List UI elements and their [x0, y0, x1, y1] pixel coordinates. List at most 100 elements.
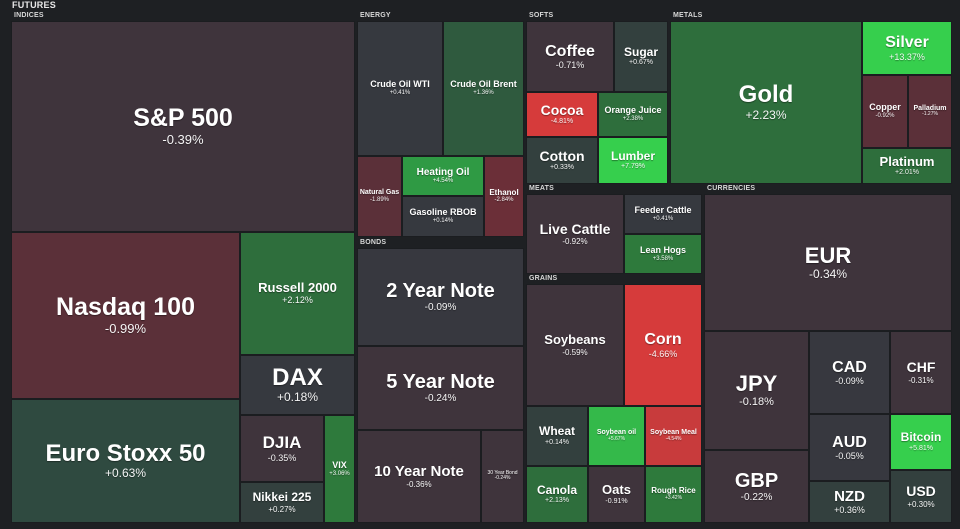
- tile-gbp[interactable]: GBP -0.22%: [704, 450, 809, 523]
- tile-natural-gas[interactable]: Natural Gas -1.89%: [357, 156, 402, 237]
- tile-change: -0.34%: [808, 266, 848, 281]
- tile-cotton[interactable]: Cotton +0.33%: [526, 137, 598, 184]
- tile-rough-rice[interactable]: Rough Rice +3.42%: [645, 466, 702, 523]
- tile-change: -0.91%: [605, 497, 628, 505]
- tile-change: -1.27%: [922, 111, 938, 118]
- tile-name: Cocoa: [540, 101, 584, 118]
- tile-name: Gold: [738, 81, 794, 109]
- tile-palladium[interactable]: Palladium -1.27%: [908, 75, 952, 148]
- tile-copper[interactable]: Copper -0.92%: [862, 75, 908, 148]
- tile-wheat[interactable]: Wheat +0.14%: [526, 406, 588, 466]
- tile-change: -4.81%: [550, 118, 574, 126]
- tile-name: DJIA: [262, 432, 302, 452]
- tile-30-year-bond[interactable]: 30 Year Bond -0.24%: [481, 430, 524, 523]
- section-label-currencies: CURRENCIES: [707, 185, 756, 192]
- section-label-meats: MEATS: [529, 185, 554, 192]
- tile-name: 5 Year Note: [386, 371, 495, 394]
- tile-vix[interactable]: VIX +3.06%: [324, 415, 355, 523]
- tile-soybeans[interactable]: Soybeans -0.59%: [526, 284, 624, 406]
- tile-nzd[interactable]: NZD +0.36%: [809, 481, 890, 523]
- tile-change: +0.63%: [104, 466, 147, 481]
- tile-name: Oats: [602, 482, 631, 498]
- tile-change: +0.36%: [834, 505, 865, 516]
- section-label-bonds: BONDS: [360, 239, 387, 246]
- tile-cad[interactable]: CAD -0.09%: [809, 331, 890, 414]
- tile-name: Crude Oil WTI: [370, 79, 430, 90]
- tile-lumber[interactable]: Lumber +7.79%: [598, 137, 668, 184]
- tile-eur[interactable]: EUR -0.34%: [704, 194, 952, 331]
- tile-change: +1.36%: [473, 90, 494, 96]
- tile-change: -0.09%: [835, 376, 864, 387]
- tile-name: Platinum: [879, 153, 935, 169]
- tile-orange-juice[interactable]: Orange Juice +2.38%: [598, 92, 668, 137]
- tile-heating-oil[interactable]: Heating Oil +4.54%: [402, 156, 484, 196]
- tile-coffee[interactable]: Coffee -0.71%: [526, 21, 614, 92]
- tile-name: Copper: [869, 102, 901, 113]
- tile-change: -0.92%: [875, 113, 895, 119]
- tile-change: -0.31%: [908, 375, 934, 385]
- tile-name: Natural Gas: [359, 189, 400, 197]
- tile-name: Cotton: [539, 147, 585, 164]
- tile-name: Nasdaq 100: [56, 293, 195, 322]
- tile-nikkei225[interactable]: Nikkei 225 +0.27%: [240, 482, 324, 523]
- tile-crude-brent[interactable]: Crude Oil Brent +1.36%: [443, 21, 524, 156]
- tile-name: Sugar: [623, 44, 658, 59]
- tile-name: Live Cattle: [539, 220, 611, 237]
- tile-russell2000[interactable]: Russell 2000 +2.12%: [240, 232, 355, 355]
- tile-crude-wti[interactable]: Crude Oil WTI +0.41%: [357, 21, 443, 156]
- tile-change: -0.71%: [555, 60, 585, 71]
- tile-change: -0.18%: [739, 396, 774, 409]
- tile-cocoa[interactable]: Cocoa -4.81%: [526, 92, 598, 137]
- tile-name: AUD: [832, 433, 867, 451]
- tile-chf[interactable]: CHF -0.31%: [890, 331, 952, 414]
- tile-eurostoxx50[interactable]: Euro Stoxx 50 +0.63%: [11, 399, 240, 523]
- tile-change: -0.59%: [562, 347, 588, 357]
- tile-gasoline-rbob[interactable]: Gasoline RBOB +0.14%: [402, 196, 484, 237]
- tile-gold[interactable]: Gold +2.23%: [670, 21, 862, 184]
- tile-change: +5.81%: [909, 444, 933, 452]
- tile-soybean-meal[interactable]: Soybean Meal -4.54%: [645, 406, 702, 466]
- section-label-metals: METALS: [673, 12, 703, 19]
- page-title: FUTURES: [12, 0, 56, 10]
- tile-platinum[interactable]: Platinum +2.01%: [862, 148, 952, 184]
- tile-2-year-note[interactable]: 2 Year Note -0.09%: [357, 248, 524, 346]
- tile-change: +7.79%: [621, 163, 645, 171]
- tile-change: +3.58%: [652, 255, 674, 262]
- tile-corn[interactable]: Corn -4.66%: [624, 284, 702, 406]
- tile-sugar[interactable]: Sugar +0.67%: [614, 21, 668, 92]
- tile-change: +0.33%: [550, 164, 574, 172]
- tile-name: GBP: [734, 469, 779, 492]
- tile-change: -0.09%: [424, 302, 457, 314]
- tile-change: +0.30%: [907, 499, 935, 509]
- tile-soybean-oil[interactable]: Soybean oil +5.67%: [588, 406, 645, 466]
- tile-dax[interactable]: DAX +0.18%: [240, 355, 355, 415]
- tile-aud[interactable]: AUD -0.05%: [809, 414, 890, 481]
- tile-canola[interactable]: Canola +2.13%: [526, 466, 588, 523]
- tile-oats[interactable]: Oats -0.91%: [588, 466, 645, 523]
- tile-lean-hogs[interactable]: Lean Hogs +3.58%: [624, 234, 702, 274]
- tile-change: -0.24%: [494, 475, 511, 482]
- tile-change: +2.23%: [745, 107, 787, 122]
- tile-change: -0.35%: [267, 452, 297, 463]
- tile-name: Nikkei 225: [252, 490, 312, 505]
- tile-change: -2.84%: [494, 197, 514, 204]
- tile-djia[interactable]: DJIA -0.35%: [240, 415, 324, 482]
- tile-live-cattle[interactable]: Live Cattle -0.92%: [526, 194, 624, 274]
- tile-sp500[interactable]: S&P 500 -0.39%: [11, 21, 355, 232]
- tile-5-year-note[interactable]: 5 Year Note -0.24%: [357, 346, 524, 430]
- tile-feeder-cattle[interactable]: Feeder Cattle +0.41%: [624, 194, 702, 234]
- tile-usd[interactable]: USD +0.30%: [890, 470, 952, 523]
- tile-name: VIX: [332, 459, 347, 470]
- section-label-grains: GRAINS: [529, 275, 558, 282]
- tile-10-year-note[interactable]: 10 Year Note -0.36%: [357, 430, 481, 523]
- tile-jpy[interactable]: JPY -0.18%: [704, 331, 809, 450]
- tile-silver[interactable]: Silver +13.37%: [862, 21, 952, 75]
- tile-nasdaq100[interactable]: Nasdaq 100 -0.99%: [11, 232, 240, 399]
- tile-ethanol[interactable]: Ethanol -2.84%: [484, 156, 524, 237]
- tile-name: EUR: [804, 242, 852, 268]
- tile-name: 2 Year Note: [386, 280, 495, 303]
- tile-name: Ethanol: [489, 187, 519, 197]
- tile-name: Russell 2000: [258, 280, 337, 296]
- tile-change: +5.67%: [607, 435, 626, 442]
- tile-bitcoin[interactable]: Bitcoin +5.81%: [890, 414, 952, 470]
